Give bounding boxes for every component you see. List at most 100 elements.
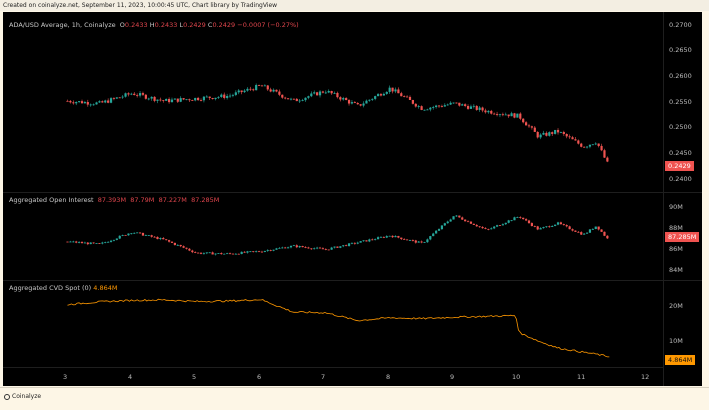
candle-body [72, 241, 75, 243]
candle-body [231, 94, 235, 96]
candle-body [89, 242, 92, 245]
candle-body [530, 223, 533, 227]
pane-separator[interactable] [3, 192, 702, 193]
candle-body [127, 93, 130, 95]
candle-body [127, 233, 130, 236]
oi-value-1: 87.79M [130, 196, 155, 204]
candle-body [394, 235, 397, 238]
candle-body [426, 239, 429, 243]
candle-body [545, 132, 548, 136]
candle-body [597, 226, 600, 230]
candle-body [350, 242, 354, 244]
candle-body [286, 98, 290, 100]
candle-body [185, 247, 188, 249]
candle-body [391, 235, 394, 238]
candle-body [165, 239, 168, 241]
candle-body [101, 242, 104, 244]
candle-body [72, 102, 75, 104]
candle-body [498, 114, 502, 116]
candle-body [316, 92, 319, 96]
candle-body [295, 98, 298, 102]
candle-body [527, 220, 531, 224]
candle-body [260, 85, 264, 87]
candle-body [162, 100, 165, 102]
candle-body [226, 95, 229, 98]
price-scale[interactable] [663, 12, 702, 386]
y-tick: 86M [669, 245, 683, 253]
candle-body [86, 102, 89, 105]
candle-body [507, 114, 510, 117]
candle-body [414, 240, 417, 243]
chart-plot-area[interactable] [3, 12, 663, 367]
candle-body [588, 144, 592, 147]
candle-body [237, 90, 240, 93]
candle-body [327, 90, 330, 93]
candle-body [208, 252, 211, 254]
close-label: C [207, 21, 213, 29]
candle-body [286, 247, 290, 249]
candle-body [194, 97, 197, 101]
candle-body [257, 85, 261, 86]
candle-body [432, 106, 435, 108]
candle-body [568, 136, 571, 138]
chart-frame[interactable]: ADA/USD Average, 1h, Coinalyze O0.2433 H… [3, 12, 702, 386]
oi-title: Aggregated Open Interest [9, 196, 94, 204]
oi-value-0: 87.393M [97, 196, 127, 204]
candle-body [176, 98, 179, 102]
candle-body [173, 242, 176, 245]
candle-body [397, 235, 400, 238]
candle-body [284, 247, 287, 249]
candle-body [379, 94, 383, 96]
candle-body [92, 242, 95, 244]
cvd-value: 4.864M [93, 284, 118, 292]
candle-body [403, 96, 406, 98]
candle-body [397, 89, 400, 94]
candle-body [466, 221, 470, 223]
candle-body [275, 248, 278, 250]
candle-body [374, 239, 377, 241]
candle-body [159, 238, 162, 240]
candle-body [330, 247, 333, 250]
candle-body [150, 235, 153, 237]
candle-body [138, 93, 142, 96]
candle-body [461, 217, 464, 220]
candle-body [136, 95, 139, 96]
candle-body [501, 114, 504, 116]
candle-body [220, 253, 223, 255]
y-tick: 0.2600 [669, 72, 692, 80]
x-tick: 4 [128, 373, 133, 381]
footer-brand[interactable]: Coinalyze [4, 393, 41, 400]
candle-body [443, 223, 446, 226]
candle-body [382, 93, 385, 96]
candle-body [109, 98, 113, 103]
candle-body [513, 217, 516, 221]
candle-body [321, 91, 325, 93]
candle-body [141, 93, 145, 95]
candle-body [112, 239, 116, 241]
candle-body [414, 103, 417, 107]
candle-body [159, 99, 162, 101]
candle-body [92, 104, 95, 106]
time-scale[interactable] [3, 367, 663, 386]
candle-body [597, 143, 600, 146]
candle-body [417, 106, 420, 107]
candle-body [353, 102, 356, 103]
candle-body [83, 102, 87, 104]
candle-body [144, 94, 147, 99]
candle-body [121, 96, 124, 98]
candle-body [162, 238, 165, 240]
candle-body [353, 242, 356, 244]
candle-body [374, 96, 377, 99]
pane-separator[interactable] [3, 280, 702, 281]
candle-body [516, 113, 519, 118]
candle-body [199, 252, 203, 254]
candle-body [284, 97, 287, 99]
candle-body [167, 98, 171, 103]
candle-body [559, 222, 563, 225]
candle-body [115, 238, 118, 240]
candle-body [585, 146, 589, 148]
candle-body [272, 249, 275, 251]
candle-body [147, 98, 150, 100]
candle-body [214, 253, 217, 255]
candle-body [368, 99, 371, 101]
